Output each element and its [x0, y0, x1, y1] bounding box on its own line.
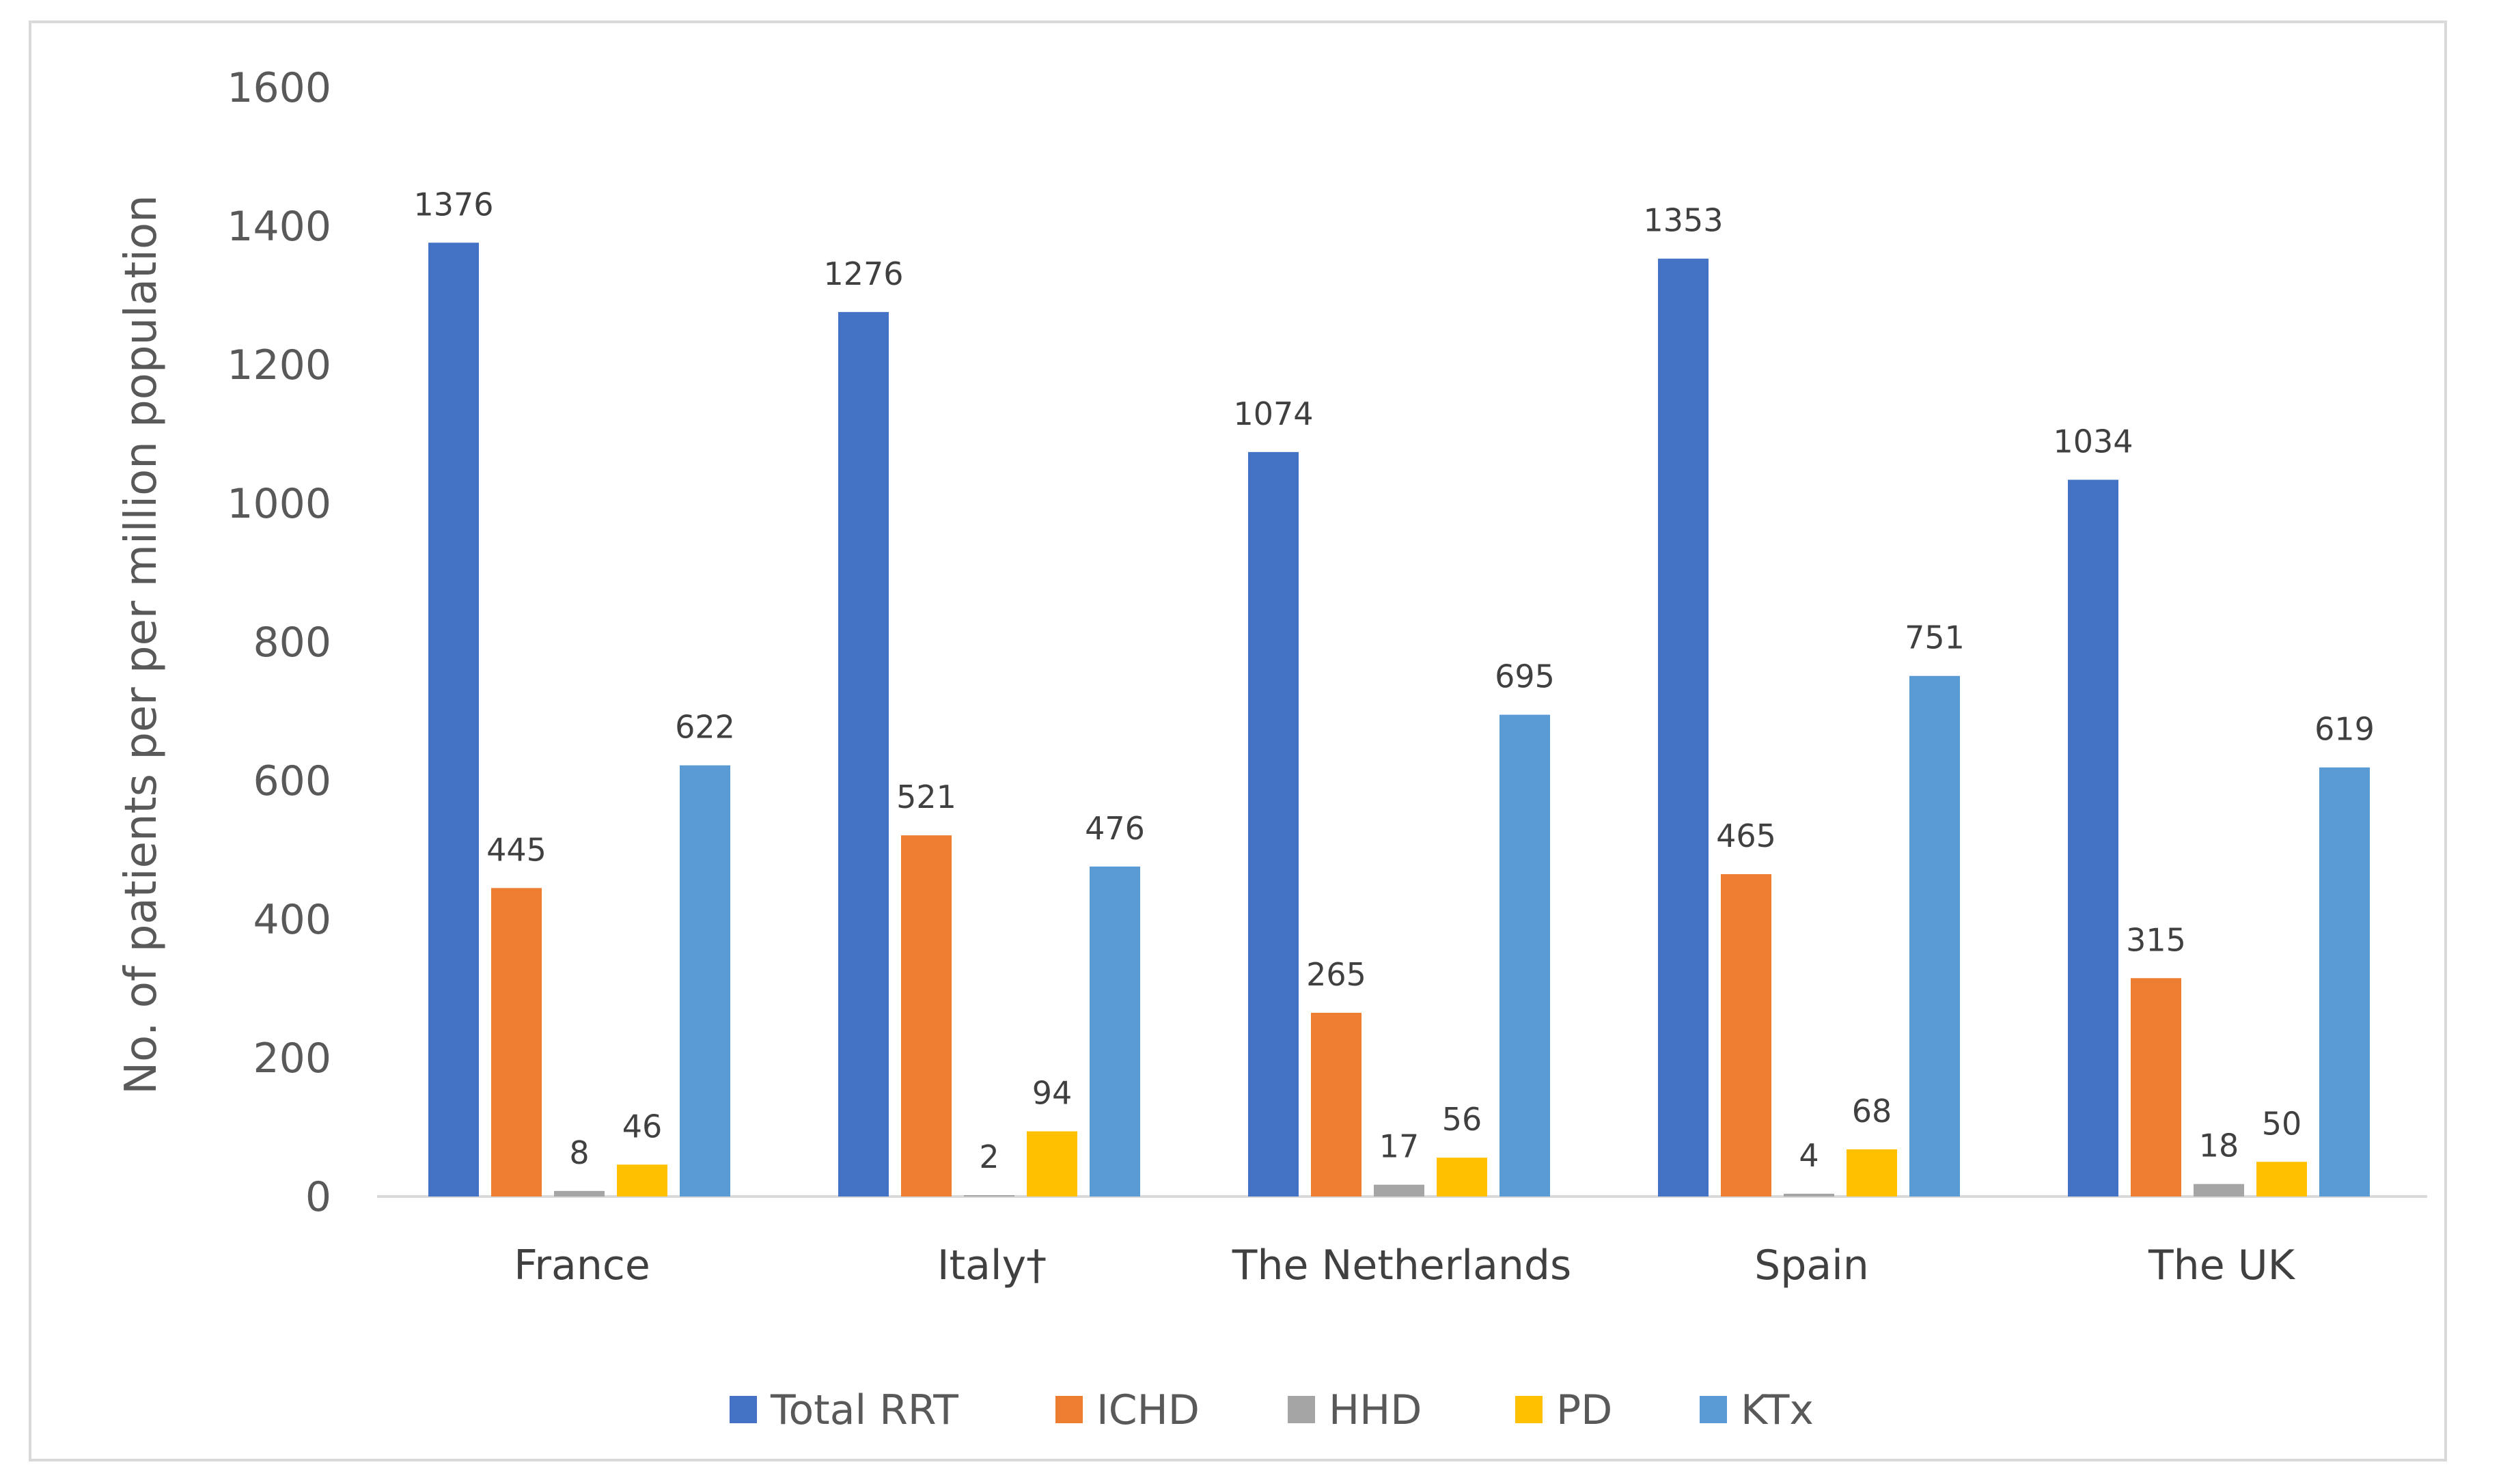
bar-pd	[1437, 1158, 1487, 1196]
data-label: 68	[1852, 1093, 1892, 1130]
bar-ichd	[2131, 978, 2181, 1196]
data-label: 94	[1032, 1075, 1073, 1112]
y-tick-label: 1400	[227, 203, 331, 251]
bar-total-rrt	[1248, 451, 1299, 1196]
y-tick-label: 400	[253, 896, 331, 944]
bar-total-rrt	[838, 311, 889, 1196]
data-labels: 1376 445 8 46 622 1276 521 2 94 476 1074 265 17 56 695…	[413, 186, 2374, 1175]
y-tick-label: 1200	[227, 341, 331, 389]
legend-swatch	[1515, 1396, 1543, 1423]
data-label: 17	[1379, 1128, 1420, 1165]
data-label: 265	[1306, 956, 1366, 993]
y-tick-label: 1000	[227, 480, 331, 528]
data-label: 1074	[1233, 395, 1313, 432]
y-tick-label: 200	[253, 1035, 331, 1082]
data-label: 1353	[1643, 202, 1723, 239]
bar-total-rrt	[2068, 479, 2118, 1196]
bar-hhd	[1374, 1184, 1424, 1196]
legend-swatch	[1288, 1396, 1315, 1423]
bar-pd	[1847, 1149, 1897, 1196]
category-label: Italy†	[937, 1242, 1047, 1289]
data-label: 622	[675, 709, 735, 746]
y-tick-label: 600	[253, 757, 331, 805]
legend-label: PD	[1556, 1386, 1612, 1434]
data-label: 1034	[2053, 423, 2133, 460]
bar-pd	[617, 1164, 667, 1196]
legend-label: KTx	[1741, 1386, 1814, 1434]
legend: Total RRT ICHD HHD PD KTx	[730, 1386, 1814, 1434]
category-label: The Netherlands	[1232, 1242, 1571, 1289]
legend-swatch	[730, 1396, 757, 1423]
data-label: 751	[1905, 619, 1965, 656]
data-label: 56	[1442, 1101, 1482, 1138]
category-label: The UK	[2148, 1242, 2296, 1289]
bar-ichd	[1721, 874, 1771, 1196]
category-label: Spain	[1754, 1242, 1869, 1289]
bar-ktx	[1090, 866, 1140, 1196]
bar-hhd	[1784, 1193, 1834, 1196]
bar-ichd	[491, 888, 542, 1196]
bars	[428, 242, 2370, 1197]
legend-swatch	[1055, 1396, 1083, 1423]
legend-label: ICHD	[1096, 1386, 1200, 1434]
bar-ktx	[1909, 675, 1960, 1196]
legend-label: HHD	[1329, 1386, 1422, 1434]
data-label: 695	[1495, 658, 1555, 695]
data-label: 465	[1716, 817, 1776, 854]
data-label: 8	[569, 1134, 589, 1171]
data-label: 619	[2314, 711, 2375, 748]
bar-ktx	[1499, 714, 1550, 1196]
data-label: 521	[896, 779, 956, 815]
bar-pd	[2256, 1162, 2307, 1196]
bar-hhd	[554, 1190, 605, 1196]
y-tick-label: 1600	[227, 64, 331, 112]
data-label: 4	[1799, 1137, 1819, 1174]
data-label: 2	[979, 1138, 999, 1175]
bar-total-rrt	[428, 242, 479, 1196]
legend-swatch	[1700, 1396, 1727, 1423]
bar-pd	[1027, 1131, 1077, 1196]
y-axis-title: No. of patients per per million populati…	[116, 195, 167, 1094]
bar-total-rrt	[1658, 258, 1709, 1197]
y-tick-label: 800	[253, 619, 331, 667]
data-label: 476	[1085, 810, 1145, 847]
data-label: 445	[486, 831, 547, 868]
y-axis-ticks: 0 200 400 600 800 1000 1200 1400 1600	[227, 64, 331, 1221]
data-label: 50	[2262, 1105, 2302, 1142]
bar-ktx	[2319, 767, 2370, 1196]
legend-label: Total RRT	[770, 1386, 958, 1434]
bar-ichd	[1311, 1013, 1361, 1196]
bar-hhd	[2194, 1184, 2244, 1196]
data-label: 18	[2199, 1128, 2239, 1164]
bar-ichd	[901, 835, 952, 1196]
bar-ktx	[680, 765, 730, 1196]
category-label: France	[514, 1242, 650, 1289]
y-tick-label: 0	[305, 1173, 331, 1221]
bar-hhd	[964, 1194, 1014, 1196]
data-label: 46	[622, 1108, 663, 1145]
data-label: 315	[2126, 921, 2186, 958]
category-labels: France Italy† The Netherlands Spain The UK	[514, 1242, 2295, 1289]
data-label: 1376	[413, 186, 493, 223]
data-label: 1276	[823, 255, 903, 292]
